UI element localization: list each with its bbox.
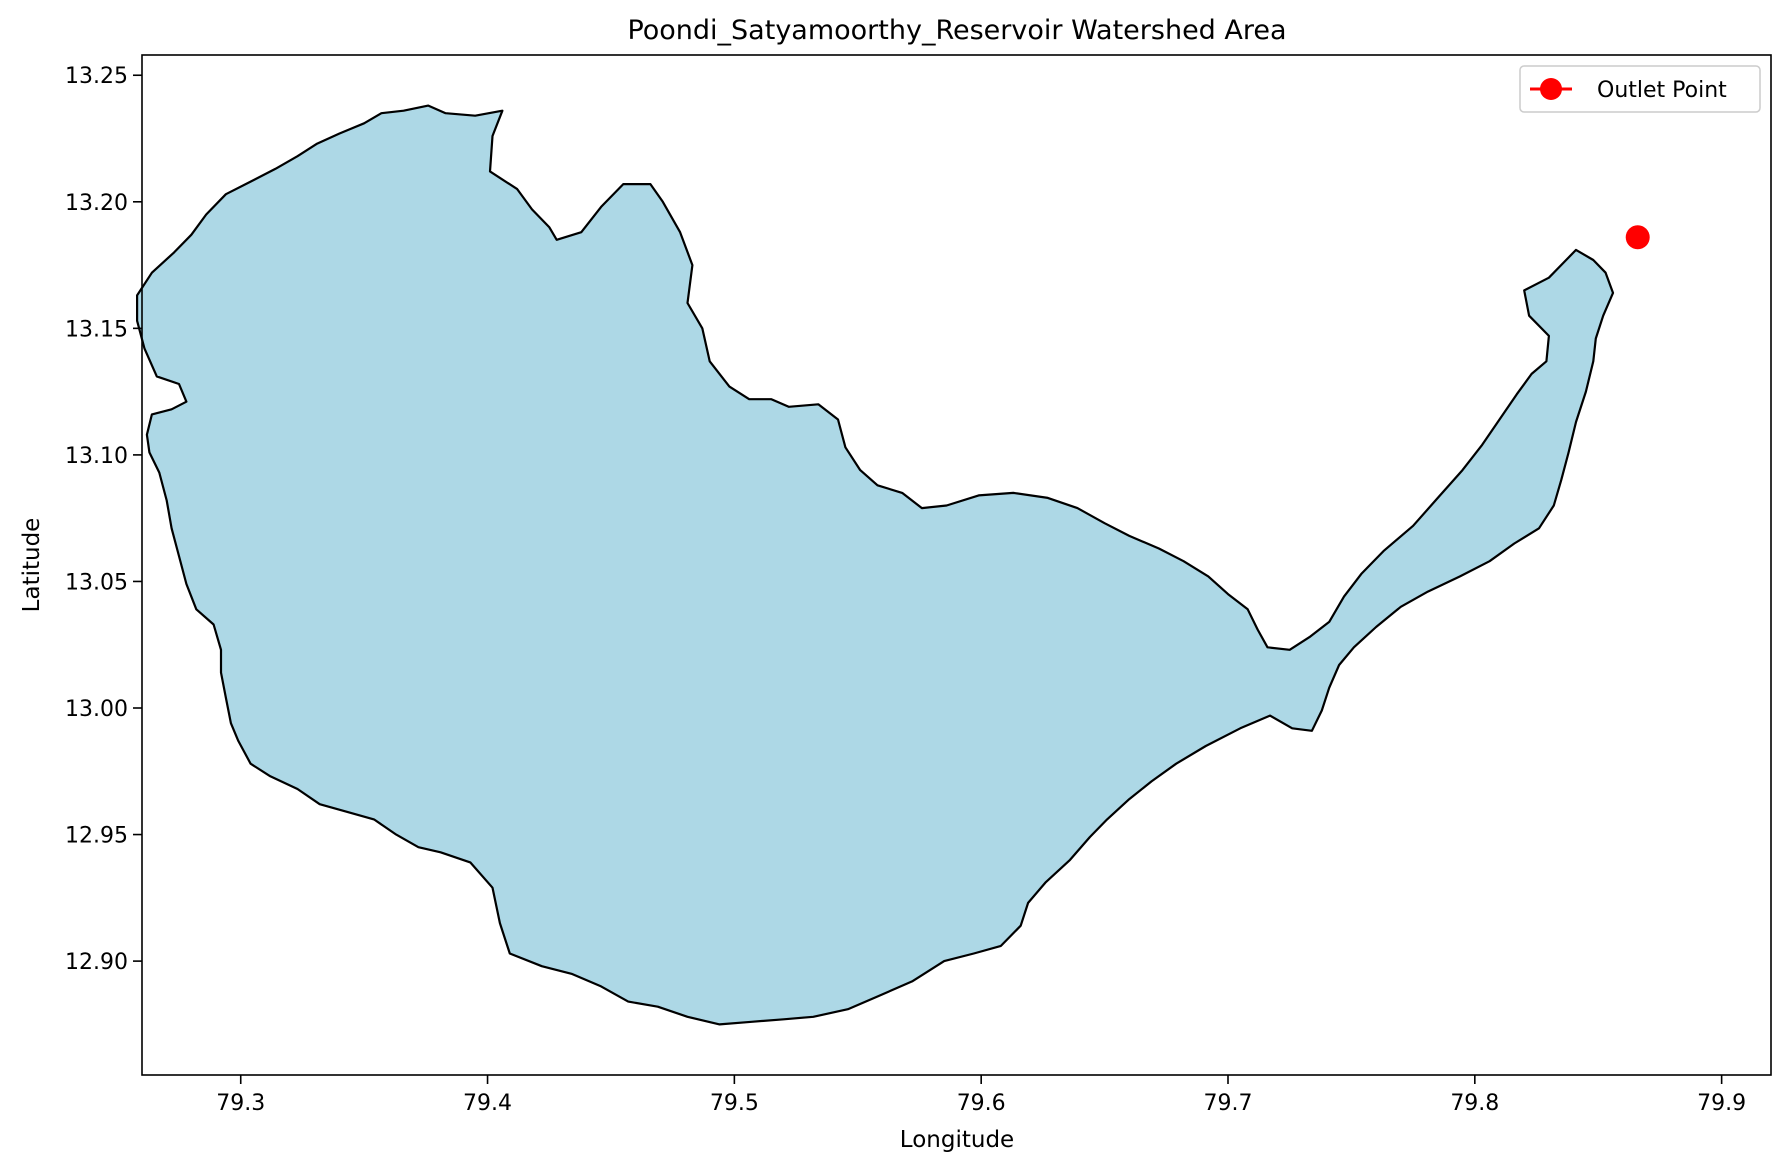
y-tick-label: 13.05 [65, 570, 128, 595]
y-tick-label: 12.95 [65, 824, 128, 849]
chart-title: Poondi_Satyamoorthy_Reservoir Watershed … [627, 15, 1286, 46]
x-tick-label: 79.9 [1697, 1091, 1746, 1116]
x-tick-label: 79.7 [1204, 1091, 1253, 1116]
legend: Outlet Point [1519, 65, 1761, 113]
x-axis-ticks: 79.3 79.4 79.5 79.6 79.7 79.8 79.9 [216, 1075, 1746, 1116]
x-tick-label: 79.4 [463, 1091, 512, 1116]
x-tick-label: 79.3 [216, 1091, 265, 1116]
y-tick-label: 12.90 [65, 950, 128, 975]
axes-frame [141, 54, 1772, 1076]
x-tick-label: 79.8 [1450, 1091, 1499, 1116]
legend-box [1519, 65, 1761, 113]
y-tick-label: 13.10 [65, 444, 128, 469]
plot-area [136, 54, 1772, 1076]
outlet-point-marker [1625, 225, 1650, 250]
outlet-point-dot [1625, 225, 1650, 250]
legend-marker-icon [1540, 78, 1562, 100]
x-axis-label: Longitude [900, 1127, 1014, 1153]
watershed-polygon [136, 104, 1615, 1026]
y-tick-label: 13.20 [65, 191, 128, 216]
y-tick-label: 13.25 [65, 64, 128, 89]
legend-label-outlet-point: Outlet Point [1597, 78, 1727, 103]
y-tick-label: 13.00 [65, 697, 128, 722]
x-tick-label: 79.5 [710, 1091, 759, 1116]
y-axis-label: Latitude [19, 518, 45, 613]
y-tick-label: 13.15 [65, 317, 128, 342]
y-axis-ticks: 12.90 12.95 13.00 13.05 13.10 13.15 13.20 13.25 [65, 64, 142, 975]
x-tick-label: 79.6 [957, 1091, 1006, 1116]
